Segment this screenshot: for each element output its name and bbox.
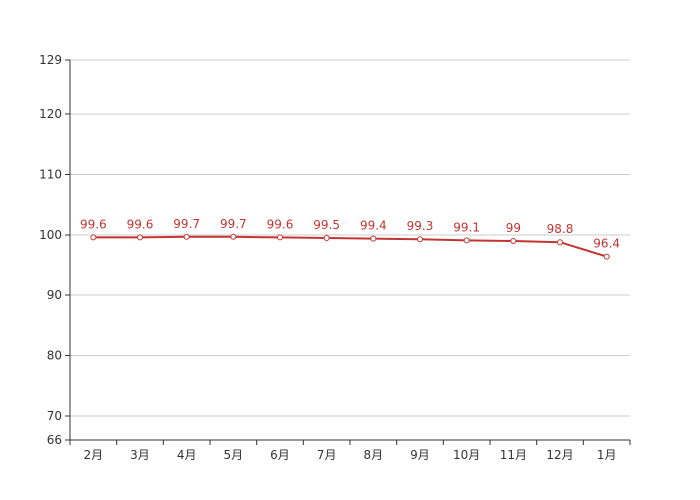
- data-point: [323, 235, 330, 241]
- data-point: [183, 233, 190, 240]
- data-point: [603, 253, 610, 260]
- x-tick-label: 10月: [453, 448, 480, 462]
- y-tick-label: 66: [47, 433, 62, 447]
- data-label: 99.7: [173, 217, 200, 231]
- data-label: 99.6: [267, 217, 294, 231]
- data-point: [277, 234, 283, 241]
- data-label: 99.7: [220, 217, 247, 231]
- x-tick-label: 8月: [364, 448, 384, 462]
- data-label: 99.6: [127, 217, 154, 231]
- data-label: 99.6: [80, 217, 107, 231]
- x-tick-label: 4月: [177, 448, 197, 462]
- data-label: 99.5: [313, 218, 340, 232]
- y-tick-label: 80: [47, 349, 62, 363]
- y-tick-label: 110: [39, 168, 62, 182]
- data-point: [90, 234, 97, 241]
- x-tick-label: 12月: [546, 448, 573, 462]
- data-point: [417, 236, 423, 243]
- y-tick-label: 120: [39, 107, 62, 121]
- x-tick-label: 5月: [224, 448, 244, 462]
- x-tick-label: 11月: [500, 448, 527, 462]
- y-tick-label: 70: [47, 409, 62, 423]
- data-point: [463, 237, 470, 244]
- data-label: 99.4: [360, 219, 387, 233]
- y-tick-label: 129: [39, 53, 62, 67]
- data-point: [370, 235, 377, 242]
- data-label: 96.4: [593, 237, 620, 251]
- y-axis-ticks: 66 70 80 90 100 110 120 129: [39, 53, 70, 447]
- x-tick-label: 1月: [597, 448, 617, 462]
- x-tick-label: 3月: [130, 448, 150, 462]
- x-axis-ticks: 2月 3月 4月 5月 6月 7月 8月 9月 10月 11月 12月 1月: [69, 440, 631, 462]
- y-tick-label: 100: [39, 228, 62, 242]
- series-group: 99.6 99.6 99.7 99.7 99.6 99.5 99.4 99.3 99.1 99 98…: [80, 217, 620, 260]
- grid-lines: [70, 59, 630, 417]
- series-line: [93, 235, 607, 258]
- data-label: 98.8: [547, 222, 574, 236]
- axes: [69, 60, 630, 441]
- data-label: 99: [506, 221, 521, 235]
- data-label: 99.3: [407, 219, 434, 233]
- x-tick-label: 9月: [410, 448, 430, 462]
- data-point: [510, 238, 517, 244]
- x-tick-label: 7月: [317, 448, 337, 462]
- data-point: [137, 234, 143, 241]
- x-tick-label: 6月: [270, 448, 290, 462]
- y-tick-label: 90: [47, 288, 62, 302]
- x-tick-label: 2月: [84, 448, 104, 462]
- data-point: [557, 239, 563, 246]
- data-point: [230, 233, 237, 240]
- data-label: 99.1: [453, 220, 480, 234]
